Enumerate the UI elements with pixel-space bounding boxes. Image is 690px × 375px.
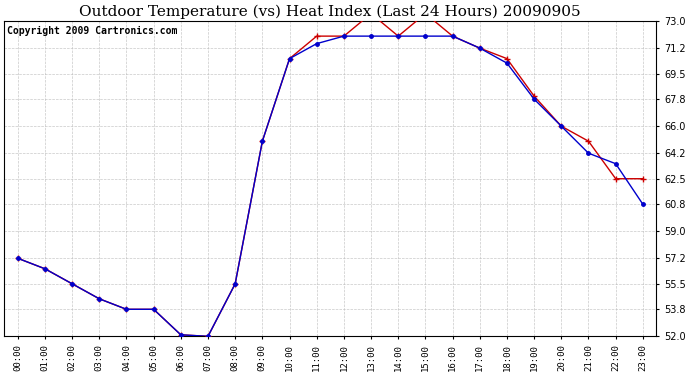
Text: Copyright 2009 Cartronics.com: Copyright 2009 Cartronics.com [8, 26, 178, 36]
Title: Outdoor Temperature (vs) Heat Index (Last 24 Hours) 20090905: Outdoor Temperature (vs) Heat Index (Las… [79, 4, 581, 18]
